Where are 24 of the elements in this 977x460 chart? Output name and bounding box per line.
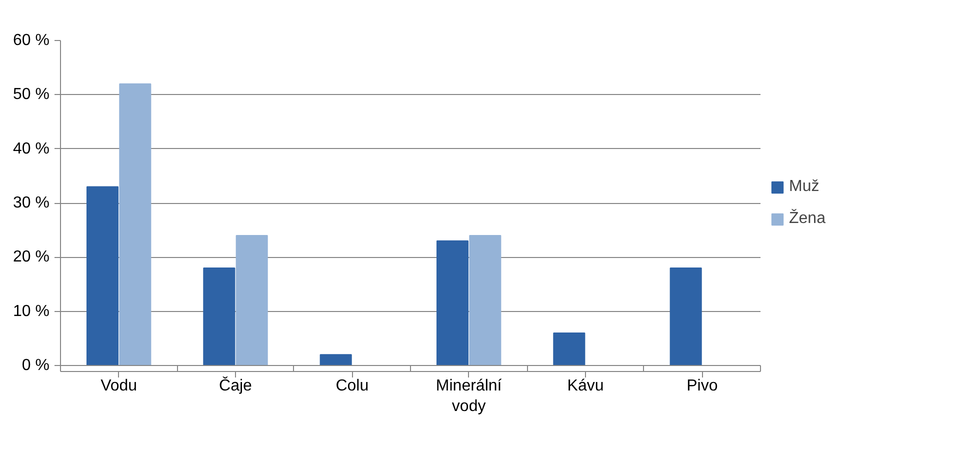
bar [236,235,268,366]
legend-label: Muž [789,178,820,196]
x-tick-label: Minerální vody [436,378,502,415]
legend-label: Žena [789,210,826,228]
y-tick-label: 10 % [13,302,50,320]
x-tick-label: Kávu [567,378,604,394]
x-tick-label: Vodu [100,378,138,394]
bar [119,83,152,366]
y-tick-label: 40 % [13,140,50,158]
y-tick-label: 60 % [13,32,50,49]
bar [670,268,702,366]
bar [203,268,236,366]
y-tick-label: 20 % [13,248,50,266]
bar [553,332,586,366]
y-tick-label: 30 % [13,194,50,212]
bar [320,354,352,366]
x-tick-label: Čaje [219,376,252,394]
bar [436,240,469,366]
bar [86,186,119,366]
bar [469,235,502,366]
x-tick-label: Colu [336,378,369,394]
x-tick-label: Pivo [686,378,718,394]
y-tick-label: 0 % [22,357,50,374]
y-tick-label: 50 % [13,86,50,104]
